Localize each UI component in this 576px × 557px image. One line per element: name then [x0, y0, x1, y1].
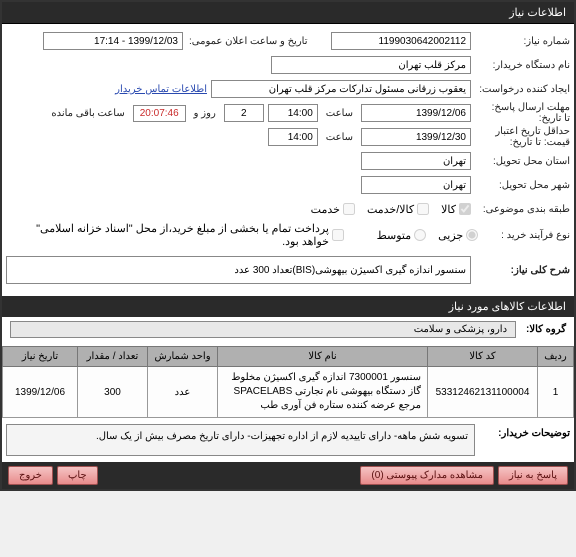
- cell-qty: 300: [78, 367, 148, 418]
- pay-note-text: پرداخت تمام یا بخشی از مبلغ خرید،از محل …: [14, 222, 329, 248]
- opt-minor-radio: [466, 229, 478, 241]
- buyer-desc-label: توضیحات خریدار:: [475, 424, 570, 456]
- opt-goods-check: [459, 203, 471, 215]
- col-row: ردیف: [538, 347, 574, 367]
- price-valid-time: 14:00: [268, 128, 318, 146]
- req-no-value: 1199030642002112: [331, 32, 471, 50]
- countdown-timer: 20:07:46: [133, 105, 186, 122]
- opt-service: خدمت: [311, 203, 355, 216]
- panel-title: اطلاعات نیاز: [2, 2, 574, 24]
- deadline-resp-label: مهلت ارسال پاسخ:تا تاریخ:: [475, 102, 570, 124]
- col-code: کد کالا: [428, 347, 538, 367]
- price-valid-label: حداقل تاریخ اعتبارقیمت: تا تاریخ:: [475, 126, 570, 148]
- budget-label: طبقه بندی موضوعی:: [475, 204, 570, 215]
- pay-note-check: [332, 229, 344, 241]
- deliver-city-value: تهران: [361, 176, 471, 194]
- time-word-1: ساعت: [322, 108, 357, 119]
- need-summary-value: سنسور اندازه گیری اکسیژن بیهوشی(BIS)تعدا…: [6, 256, 471, 284]
- deliver-city-label: شهر محل تحویل:: [475, 180, 570, 191]
- req-no-label: شماره نیاز:: [475, 36, 570, 47]
- buyer-org-label: نام دستگاه خریدار:: [475, 60, 570, 71]
- exit-button[interactable]: خروج: [8, 466, 53, 485]
- items-table: ردیف کد کالا نام کالا واحد شمارش تعداد /…: [2, 346, 574, 418]
- buyer-desc-text: تسویه شش ماهه- دارای تاییدیه لازم از ادا…: [6, 424, 475, 456]
- items-section-title: اطلاعات کالاهای مورد نیاز: [2, 296, 574, 317]
- deliver-prov-label: استان محل تحویل:: [475, 156, 570, 167]
- countdown-days: 2: [224, 104, 264, 122]
- table-row[interactable]: 1 53312462131100004 سنسور 7300001 اندازه…: [3, 367, 574, 418]
- form-area: شماره نیاز: 1199030642002112 تاریخ و ساع…: [2, 24, 574, 290]
- deadline-resp-time: 14:00: [268, 104, 318, 122]
- deadline-resp-date: 1399/12/06: [361, 104, 471, 122]
- cell-row: 1: [538, 367, 574, 418]
- time-word-2: ساعت: [322, 132, 357, 143]
- col-name: نام کالا: [218, 347, 428, 367]
- cell-code: 53312462131100004: [428, 367, 538, 418]
- col-date: تاریخ نیاز: [3, 347, 78, 367]
- reply-button[interactable]: پاسخ به نیاز: [498, 466, 568, 485]
- col-source: واحد شمارش: [148, 347, 218, 367]
- deliver-prov-value: تهران: [361, 152, 471, 170]
- need-info-panel: اطلاعات نیاز شماره نیاز: 119903064200211…: [0, 0, 576, 491]
- creator-value: یعقوب زرقانی مسئول تدارکات مرکز قلب تهرا…: [211, 80, 471, 98]
- announce-value: 1399/12/03 - 17:14: [43, 32, 183, 50]
- opt-service-check: [343, 203, 355, 215]
- col-qty: تعداد / مقدار: [78, 347, 148, 367]
- opt-goods-service-check: [417, 203, 429, 215]
- opt-medium: متوسط: [377, 229, 427, 242]
- need-summary-label: شرح کلی نیاز:: [475, 265, 570, 276]
- announce-label: تاریخ و ساعت اعلان عمومی:: [187, 36, 327, 47]
- attachments-button[interactable]: مشاهده مدارک پیوستی (0): [360, 466, 494, 485]
- proc-type-label: نوع فرآیند خرید :: [482, 230, 570, 241]
- print-button[interactable]: چاپ: [57, 466, 98, 485]
- opt-medium-radio: [414, 229, 426, 241]
- pay-note-wrap: پرداخت تمام یا بخشی از مبلغ خرید،از محل …: [14, 222, 344, 248]
- buyer-org-value: مرکز قلب تهران: [271, 56, 471, 74]
- creator-label: ایجاد کننده درخواست:: [475, 84, 570, 95]
- footer-bar: پاسخ به نیاز مشاهده مدارک پیوستی (0) چاپ…: [2, 462, 574, 489]
- buyer-contact-link[interactable]: اطلاعات تماس خریدار: [115, 84, 207, 95]
- remain-word: ساعت باقی مانده: [47, 108, 128, 119]
- opt-minor: جزیی: [438, 229, 478, 242]
- price-valid-date: 1399/12/30: [361, 128, 471, 146]
- cell-unit: عدد: [148, 367, 218, 418]
- goods-group-label: گروه کالا:: [526, 324, 566, 335]
- days-word: روز و: [190, 108, 220, 119]
- cell-date: 1399/12/06: [3, 367, 78, 418]
- opt-goods-service: کالا/خدمت: [367, 203, 429, 216]
- opt-goods: کالا: [441, 203, 471, 216]
- cell-name: سنسور 7300001 اندازه گیری اکسیژن مخلوط گ…: [218, 367, 428, 418]
- goods-group-value: دارو، پزشکی و سلامت: [10, 321, 516, 338]
